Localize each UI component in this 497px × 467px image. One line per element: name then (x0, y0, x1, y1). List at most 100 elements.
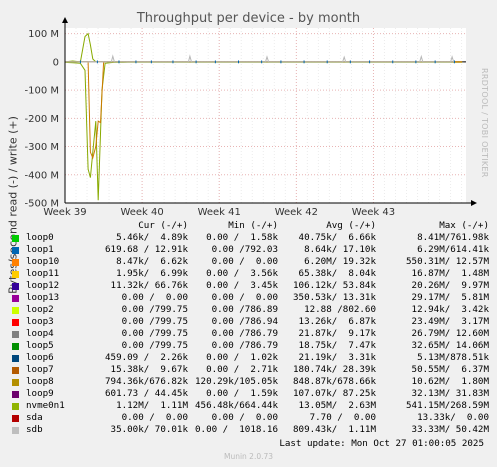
x-axis-arrow (471, 200, 477, 206)
legend-device-name: loop4 (26, 328, 54, 339)
legend-swatch (12, 295, 19, 302)
y-tick-label: -200 M (24, 114, 59, 125)
legend-max: 5.13M/878.51k (417, 352, 489, 363)
legend-swatch (12, 283, 19, 290)
legend-row: loop11 1.95k/ 6.99k 0.00 / 3.56k 65.38k/ 8.… (10, 268, 490, 280)
legend-avg: 809.43k/ 1.11M (293, 424, 376, 435)
legend-row: loop0 5.46k/ 4.89k 0.00 / 1.58k 40.75k/ 6.6… (10, 232, 490, 244)
legend-device-name: loop13 (26, 292, 60, 303)
legend-row: loop8 794.36k/676.82k 120.29k/105.05k 848.8… (10, 376, 490, 388)
legend-max: 29.17M/ 5.81M (411, 292, 489, 303)
legend-row: loop12 11.32k/ 66.76k 0.00 / 3.45k 106.12k/… (10, 280, 490, 292)
legend-avg: 6.20M/ 19.32k (304, 256, 376, 267)
legend-min: 0.00 /792.03 (211, 244, 278, 255)
legend-swatch (12, 391, 19, 398)
legend-max: 23.49M/ 3.17M (411, 316, 489, 327)
legend-min: 0.00 /786.89 (211, 304, 278, 315)
x-tick-label: Week 42 (275, 207, 318, 215)
legend-avg: 106.12k/ 53.84k (293, 280, 376, 291)
legend-avg: 13.26k/ 6.87k (298, 316, 376, 327)
legend-row: loop6 459.09 / 2.26k 0.00 / 1.02k 21.19k/ 3… (10, 352, 490, 364)
legend-row: loop4 0.00 /799.75 0.00 /786.79 21.87k/ 9.1… (10, 328, 490, 340)
legend-swatch (12, 367, 19, 374)
legend-min: 0.00 / 1.58k (206, 232, 278, 243)
legend-column-header: Min (-/+) (228, 220, 278, 231)
legend-avg: 21.87k/ 9.17k (298, 328, 376, 339)
legend-cur: 8.47k/ 6.62k (116, 256, 188, 267)
legend-swatch (12, 331, 19, 338)
legend-avg: 13.05M/ 2.63M (298, 400, 376, 411)
legend-avg: 18.75k/ 7.47k (298, 340, 376, 351)
legend-min: 0.00 / 3.45k (206, 280, 278, 291)
legend-min: 0.00 / 1.59k (206, 388, 278, 399)
legend-row: loop9 601.73 / 44.45k 0.00 / 1.59k 107.07k/… (10, 388, 490, 400)
legend-device-name: loop5 (26, 340, 54, 351)
plot-area (65, 28, 466, 203)
legend-min: 0.00 / 3.56k (206, 268, 278, 279)
legend-cur: 1.12M/ 1.11M (116, 400, 188, 411)
legend-cur: 1.95k/ 6.99k (116, 268, 188, 279)
legend-column-header: Cur (-/+) (138, 220, 188, 231)
legend-swatch (12, 415, 19, 422)
legend-swatch (12, 259, 19, 266)
legend-min: 0.00 / 0.00 (211, 412, 278, 423)
legend-column-header: Max (-/+) (439, 220, 489, 231)
legend-device-name: sdb (26, 424, 43, 435)
legend-cur: 0.00 /799.75 (121, 304, 188, 315)
legend-device-name: loop0 (26, 232, 54, 243)
legend-device-name: loop3 (26, 316, 54, 327)
legend-device-name: nvme0n1 (26, 400, 65, 411)
legend-min: 0.00 / 1018.16 (195, 424, 278, 435)
munin-version: Munin 2.0.73 (223, 452, 274, 461)
y-axis-arrow (62, 17, 68, 23)
legend-device-name: loop7 (26, 364, 54, 375)
legend-device-name: loop6 (26, 352, 54, 363)
legend-max: 16.87M/ 1.48M (411, 268, 489, 279)
legend-avg: 65.38k/ 8.04k (298, 268, 376, 279)
legend-device-name: loop1 (26, 244, 54, 255)
legend-device-name: loop8 (26, 376, 54, 387)
legend-row: loop13 0.00 / 0.00 0.00 / 0.00 350.53k/ 13.… (10, 292, 490, 304)
legend-max: 13.33k/ 0.00 (417, 412, 489, 423)
legend-avg: 8.64k/ 17.10k (304, 244, 376, 255)
last-update: Last update: Mon Oct 27 01:00:05 2025 (279, 438, 484, 449)
legend-min: 0.00 / 0.00 (211, 292, 278, 303)
legend-cur: 0.00 /799.75 (121, 328, 188, 339)
y-tick-label: 100 M (28, 29, 59, 40)
legend-swatch (12, 355, 19, 362)
legend-cur: 15.38k/ 9.67k (110, 364, 188, 375)
legend-avg: 107.07k/ 87.25k (293, 388, 376, 399)
legend-max: 6.29M/614.41k (417, 244, 489, 255)
legend-max: 33.33M/ 50.42M (411, 424, 489, 435)
legend-swatch (12, 403, 19, 410)
legend-header: Cur (-/+) Min (-/+) Avg (-/+) Max (-/+) (10, 220, 490, 232)
legend-cur: 11.32k/ 66.76k (110, 280, 188, 291)
legend-row: sda 0.00 / 0.00 0.00 / 0.00 7.70 / 0.00 13.3… (10, 412, 490, 424)
legend-row: loop5 0.00 /799.75 0.00 /786.79 18.75k/ 7.4… (10, 340, 490, 352)
legend-max: 32.65M/ 14.06M (411, 340, 489, 351)
throughput-chart: 100 M0-100 M-200 M-300 M-400 M-500 MWeek… (24, 17, 477, 215)
legend-swatch (12, 379, 19, 386)
y-tick-label: -100 M (24, 86, 59, 97)
legend-cur: 0.00 / 0.00 (121, 292, 188, 303)
legend-cur: 601.73 / 44.45k (105, 388, 188, 399)
legend-device-name: loop10 (26, 256, 60, 267)
legend-min: 0.00 /786.94 (211, 316, 278, 327)
x-tick-label: Week 43 (352, 207, 395, 215)
legend-min: 0.00 / 2.71k (206, 364, 278, 375)
legend-avg: 350.53k/ 13.31k (293, 292, 376, 303)
legend-max: 10.62M/ 1.80M (411, 376, 489, 387)
legend-swatch (12, 247, 19, 254)
legend-max: 541.15M/268.59M (406, 400, 489, 411)
y-tick-label: -500 M (24, 199, 59, 210)
legend-swatch (12, 343, 19, 350)
legend-avg: 7.70 / 0.00 (309, 412, 376, 423)
legend-swatch (12, 235, 19, 242)
legend-cur: 0.00 / 0.00 (121, 412, 188, 423)
legend-row: loop2 0.00 /799.75 0.00 /786.89 12.88 /802.… (10, 304, 490, 316)
x-tick-label: Week 40 (120, 207, 163, 215)
legend-swatch (12, 319, 19, 326)
legend-avg: 12.88 /802.60 (304, 304, 376, 315)
legend-device-name: loop11 (26, 268, 60, 279)
legend-cur: 619.68 / 12.91k (105, 244, 188, 255)
